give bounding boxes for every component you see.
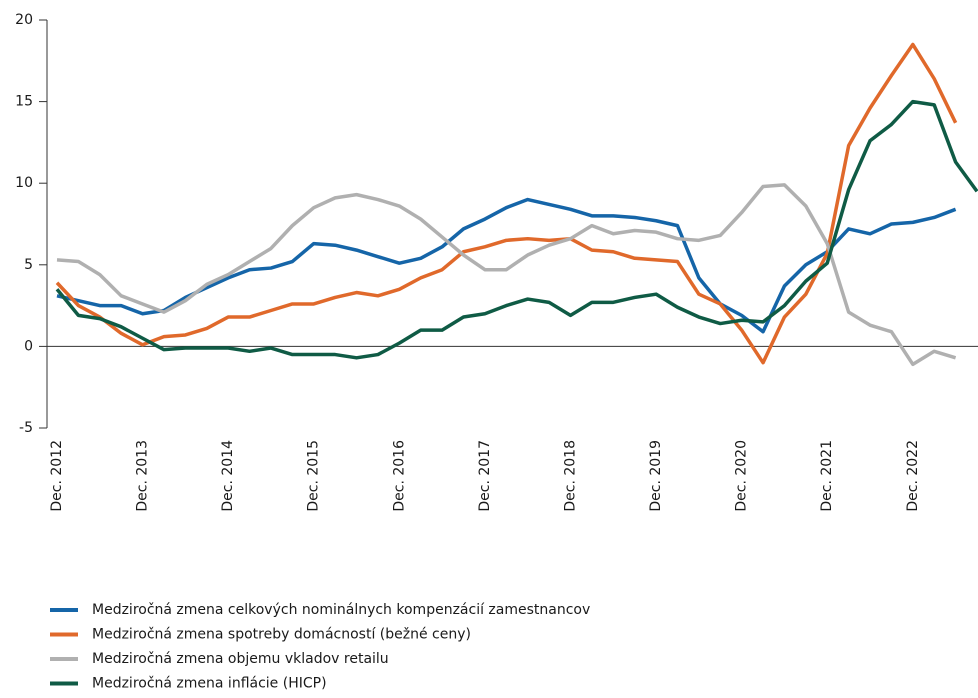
y-tick-label: 5: [24, 257, 33, 273]
x-tick-label: Dec. 2017: [477, 440, 493, 512]
y-tick-label: 20: [15, 12, 33, 28]
x-tick-label: Dec. 2014: [220, 440, 236, 512]
y-tick-label: -5: [19, 420, 33, 436]
x-tick-label: Dec. 2019: [648, 440, 664, 512]
x-tick-label: Dec. 2013: [135, 440, 151, 512]
series-line: [55, 99, 978, 360]
x-tick-label: Dec. 2015: [306, 440, 322, 512]
x-tick-label: Dec. 2021: [819, 440, 835, 512]
y-tick-label: 10: [15, 175, 33, 191]
x-tick-label: Dec. 2022: [905, 440, 921, 512]
y-tick-label: 0: [24, 338, 33, 354]
series-line: [56, 183, 957, 367]
legend-label: Medziročná zmena celkových nominálnych k…: [92, 602, 590, 618]
x-tick-label: Dec. 2018: [562, 440, 578, 512]
legend: Medziročná zmena celkových nominálnych k…: [50, 602, 590, 692]
y-tick-label: 15: [15, 94, 33, 110]
x-tick-label: Dec. 2016: [391, 440, 407, 512]
legend-label: Medziročná zmena spotreby domácností (be…: [92, 627, 471, 643]
series-line: [56, 197, 957, 334]
legend-label: Medziročná zmena inflácie (HICP): [92, 676, 327, 692]
series-line: [55, 42, 958, 365]
x-tick-label: Dec. 2012: [49, 440, 65, 512]
x-tick-label: Dec. 2020: [734, 440, 750, 512]
legend-label: Medziročná zmena objemu vkladov retailu: [92, 651, 389, 667]
